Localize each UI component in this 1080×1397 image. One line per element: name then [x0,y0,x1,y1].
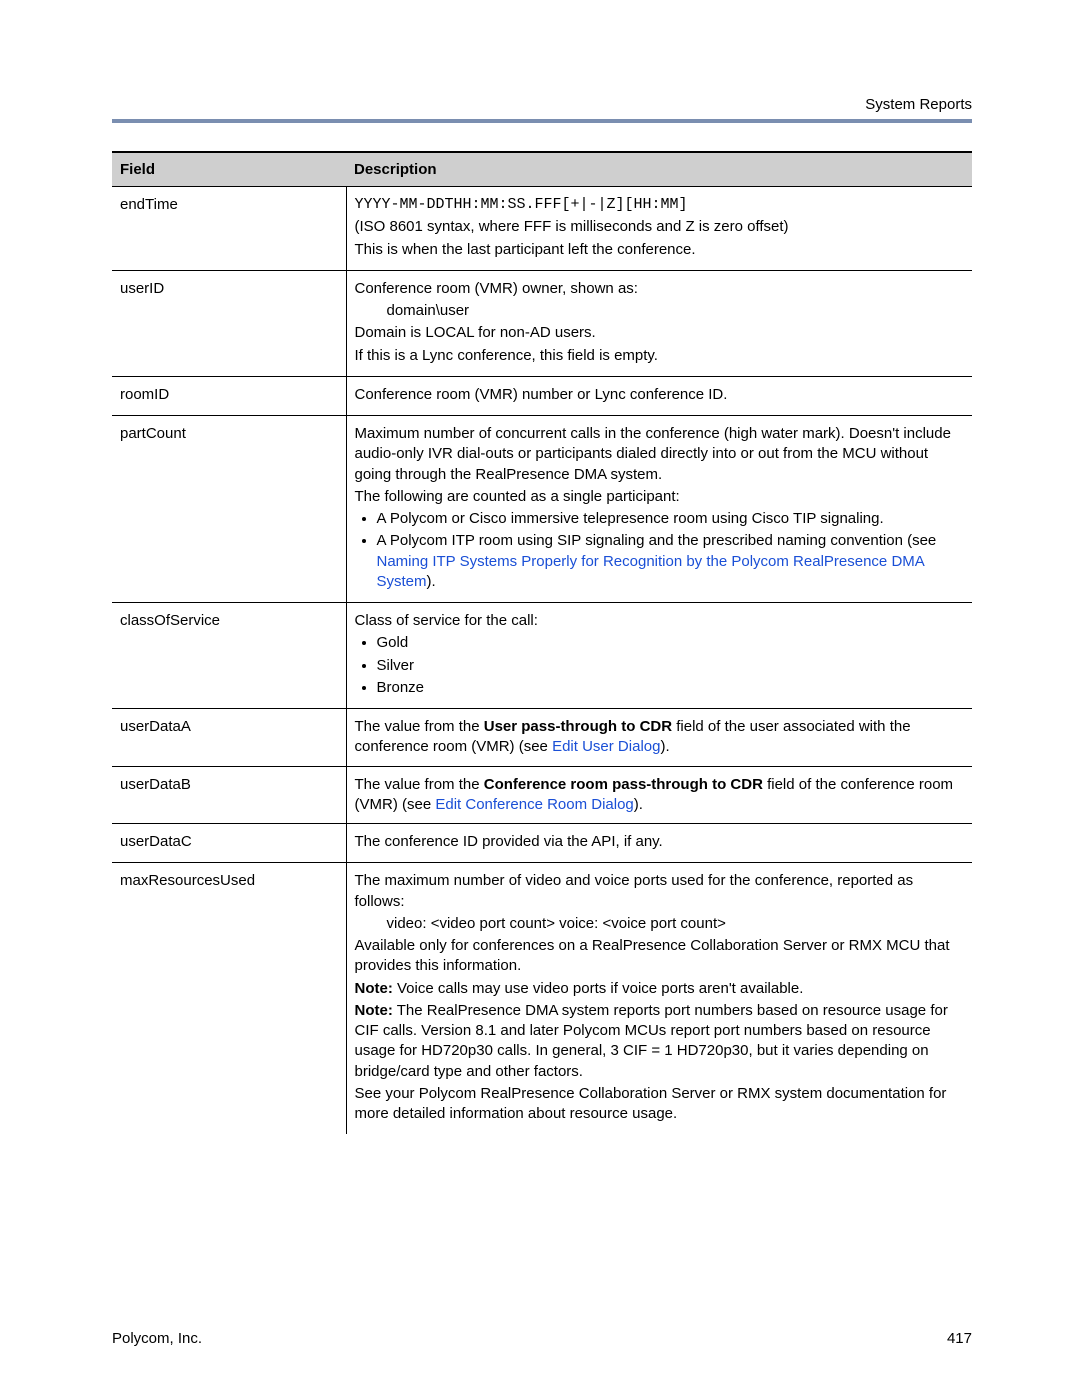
col-header-description: Description [346,152,972,187]
code-format: YYYY-MM-DDTHH:MM:SS.FFF[+|-|Z][HH:MM] [355,195,963,215]
note-label: Note: [355,1002,393,1019]
text: (ISO 8601 syntax, where FFF is milliseco… [355,217,963,237]
table-row: roomID Conference room (VMR) number or L… [112,376,972,415]
fields-table: Field Description endTime YYYY-MM-DDTHH:… [112,151,972,1134]
text: Maximum number of concurrent calls in th… [355,424,963,485]
bold-text: Conference room pass-through to CDR [484,776,763,793]
header-divider [112,119,972,123]
list-item: A Polycom ITP room using SIP signaling a… [377,531,963,592]
table-row: userDataC The conference ID provided via… [112,824,972,863]
table-row: maxResourcesUsed The maximum number of v… [112,863,972,1135]
text: Conference room (VMR) number or Lync con… [355,385,963,405]
field-description: The value from the User pass-through to … [346,709,972,767]
table-row: userID Conference room (VMR) owner, show… [112,270,972,376]
text: See your Polycom RealPresence Collaborat… [355,1084,963,1125]
field-description: The value from the Conference room pass-… [346,766,972,824]
indented-text: domain\user [355,301,963,321]
document-page: System Reports Field Description endTime… [0,0,1080,1397]
field-description: Class of service for the call: Gold Silv… [346,603,972,709]
table-row: endTime YYYY-MM-DDTHH:MM:SS.FFF[+|-|Z][H… [112,187,972,271]
table-row: classOfService Class of service for the … [112,603,972,709]
list-item: Bronze [377,678,963,698]
table-row: userDataB The value from the Conference … [112,766,972,824]
text: ). [634,796,643,813]
text: Class of service for the call: [355,611,963,631]
field-name: classOfService [112,603,346,709]
bold-text: User pass-through to CDR [484,718,672,735]
list-item: Silver [377,656,963,676]
field-name: roomID [112,376,346,415]
text: The following are counted as a single pa… [355,487,963,507]
text: ). [660,738,669,755]
section-title: System Reports [865,96,972,113]
field-name: partCount [112,416,346,603]
text: The maximum number of video and voice po… [355,871,963,912]
table-row: userDataA The value from the User pass-t… [112,709,972,767]
field-description: YYYY-MM-DDTHH:MM:SS.FFF[+|-|Z][HH:MM] (I… [346,187,972,271]
text: Conference room (VMR) owner, shown as: [355,279,963,299]
text: A Polycom ITP room using SIP signaling a… [377,532,937,549]
field-description: Maximum number of concurrent calls in th… [346,416,972,603]
field-description: Conference room (VMR) owner, shown as: d… [346,270,972,376]
field-name: maxResourcesUsed [112,863,346,1135]
cross-reference-link[interactable]: Edit User Dialog [552,738,660,755]
bullet-list: Gold Silver Bronze [355,633,963,698]
list-item: Gold [377,633,963,653]
text: Voice calls may use video ports if voice… [393,980,804,997]
indented-text: video: <video port count> voice: <voice … [355,914,963,934]
text: If this is a Lync conference, this field… [355,346,963,366]
text: Available only for conferences on a Real… [355,936,963,977]
text: Note: Voice calls may use video ports if… [355,979,963,999]
text: The value from the [355,776,484,793]
bullet-list: A Polycom or Cisco immersive telepresenc… [355,509,963,592]
text: ). [427,573,436,590]
text: Domain is LOCAL for non-AD users. [355,323,963,343]
table-row: partCount Maximum number of concurrent c… [112,416,972,603]
cross-reference-link[interactable]: Edit Conference Room Dialog [435,796,633,813]
field-name: userDataA [112,709,346,767]
field-description: Conference room (VMR) number or Lync con… [346,376,972,415]
text: The RealPresence DMA system reports port… [355,1002,948,1080]
col-header-field: Field [112,152,346,187]
field-description: The conference ID provided via the API, … [346,824,972,863]
list-item: A Polycom or Cisco immersive telepresenc… [377,509,963,529]
field-name: userDataB [112,766,346,824]
field-name: userDataC [112,824,346,863]
cross-reference-link[interactable]: Naming ITP Systems Properly for Recognit… [377,553,924,590]
page-header: System Reports [112,96,972,113]
text: Note: The RealPresence DMA system report… [355,1001,963,1082]
page-footer: Polycom, Inc. 417 [112,1330,972,1347]
note-label: Note: [355,980,393,997]
footer-company: Polycom, Inc. [112,1330,202,1347]
field-name: userID [112,270,346,376]
footer-page-number: 417 [947,1330,972,1347]
table-header-row: Field Description [112,152,972,187]
field-name: endTime [112,187,346,271]
text: The value from the [355,718,484,735]
text: This is when the last participant left t… [355,240,963,260]
text: The conference ID provided via the API, … [355,832,963,852]
field-description: The maximum number of video and voice po… [346,863,972,1135]
